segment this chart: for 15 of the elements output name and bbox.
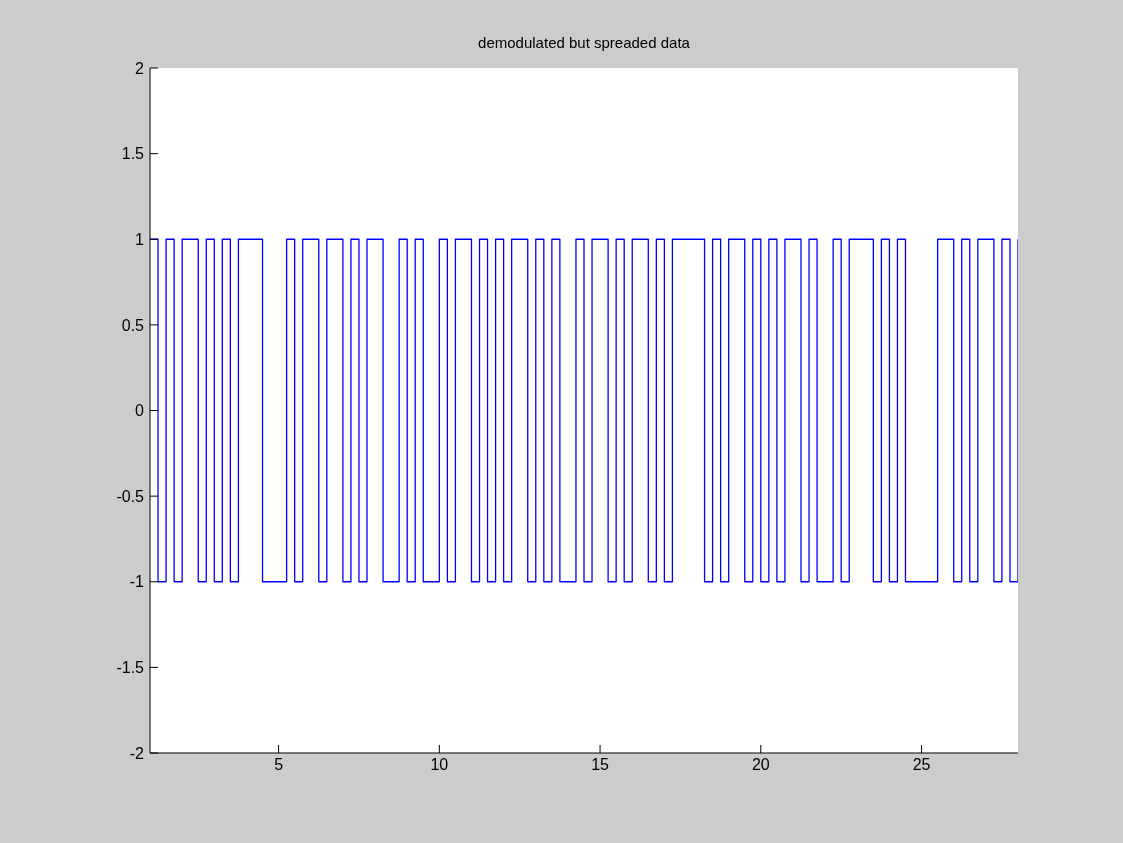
x-tick-label: 15 bbox=[591, 756, 610, 774]
x-tick-label: 5 bbox=[274, 756, 284, 774]
y-tick-label: 1 bbox=[135, 230, 145, 248]
y-tick-label: 2 bbox=[135, 59, 145, 77]
y-tick-label: -2 bbox=[129, 744, 145, 762]
x-tick-label: 20 bbox=[751, 756, 770, 774]
y-tick-label: -1 bbox=[129, 573, 145, 591]
chart-title: demodulated but spreaded data bbox=[477, 34, 691, 51]
x-tick-label: 25 bbox=[912, 756, 931, 774]
y-tick-label: 0.5 bbox=[121, 316, 145, 334]
y-tick-label: 0 bbox=[135, 402, 145, 420]
x-tick-label: 10 bbox=[430, 756, 449, 774]
y-tick-label: 1.5 bbox=[121, 145, 145, 163]
y-tick-label: -0.5 bbox=[116, 487, 145, 505]
y-tick-label: -1.5 bbox=[116, 659, 145, 677]
